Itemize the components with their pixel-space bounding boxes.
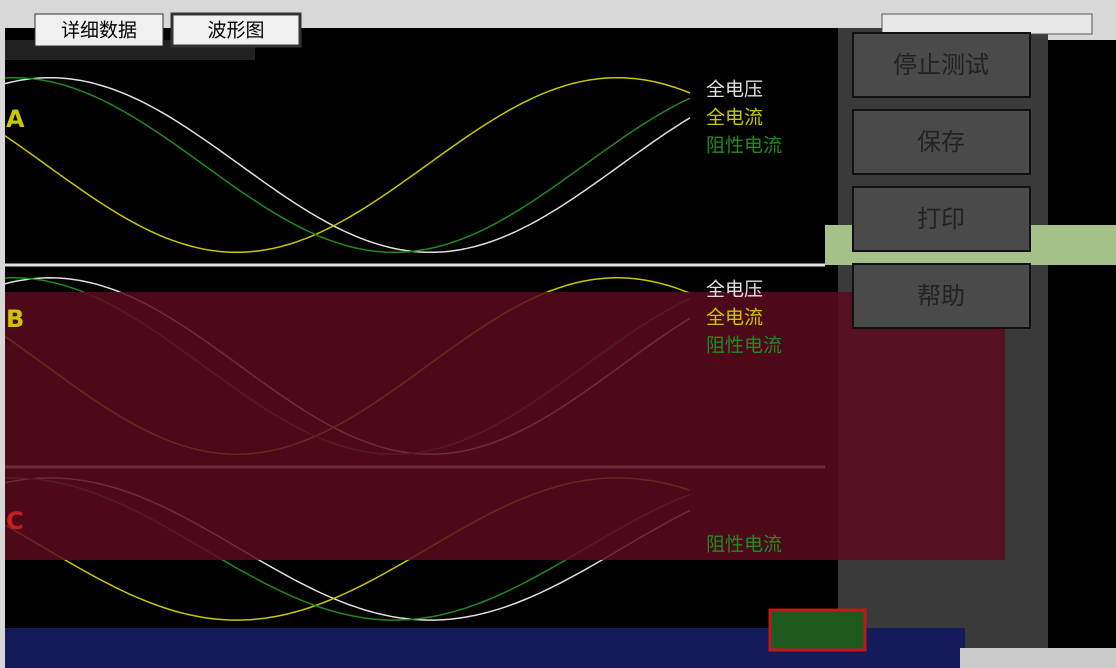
legend-entry: 全电流 — [706, 307, 763, 329]
legend-entry: 阻性电流 — [706, 534, 782, 556]
channel-label: C — [6, 507, 24, 535]
legend-entry: 阻性电流 — [706, 335, 782, 357]
button-label[interactable]: 停止测试 — [893, 51, 989, 79]
tab-label[interactable]: 波形图 — [207, 20, 264, 42]
glitch-block — [768, 608, 867, 652]
waveform — [4, 76, 691, 254]
legend-entry: 全电压 — [706, 279, 763, 301]
button[interactable] — [852, 32, 1031, 98]
waveform — [4, 76, 691, 254]
button[interactable] — [852, 186, 1031, 252]
status-box — [881, 13, 1093, 35]
waveform — [4, 76, 691, 254]
wave-panel — [5, 68, 825, 262]
legend-entry: 全电流 — [706, 107, 763, 129]
button[interactable] — [852, 263, 1031, 329]
legend-entry: 阻性电流 — [706, 135, 782, 157]
channel-label: A — [6, 105, 25, 133]
right-strip — [1048, 40, 1116, 668]
tab[interactable] — [34, 13, 164, 47]
button-label[interactable]: 打印 — [917, 205, 965, 233]
legend-entry: 全电压 — [706, 79, 763, 101]
button[interactable] — [852, 109, 1031, 175]
tab[interactable] — [170, 12, 302, 48]
glitch-band — [960, 648, 1116, 668]
tab-label[interactable]: 详细数据 — [61, 20, 137, 42]
channel-label: B — [6, 305, 24, 333]
button-label[interactable]: 帮助 — [917, 282, 965, 310]
glitch-overlay — [5, 292, 1005, 560]
button-label[interactable]: 保存 — [917, 128, 965, 156]
